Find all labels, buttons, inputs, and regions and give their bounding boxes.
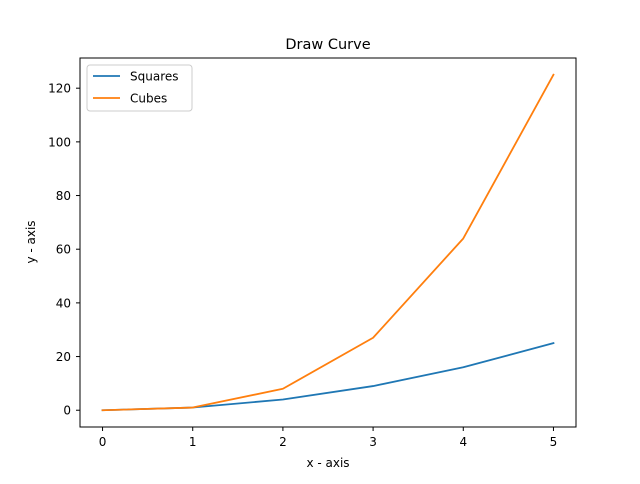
series-line-cubes — [101, 73, 555, 412]
x-tick-label: 1 — [189, 435, 197, 449]
series-line-squares — [101, 342, 555, 412]
x-axis-label: x - axis — [306, 456, 349, 470]
y-tick-label: 20 — [56, 350, 71, 364]
y-tick-label: 60 — [56, 243, 71, 257]
axes-ticks: 0 1 2 3 4 5 0 20 40 60 80 100 120 — [48, 82, 557, 449]
plot-frame — [79, 57, 577, 428]
y-tick-label: 80 — [56, 189, 71, 203]
legend-label: Cubes — [130, 92, 167, 106]
y-tick-label: 40 — [56, 296, 71, 310]
x-tick-label: 2 — [279, 435, 287, 449]
y-axis-label: y - axis — [24, 220, 38, 263]
y-tick-label: 100 — [48, 135, 71, 149]
x-tick-label: 3 — [369, 435, 377, 449]
series-lines — [101, 73, 555, 412]
y-tick-label: 0 — [63, 404, 71, 418]
x-tick-label: 5 — [550, 435, 558, 449]
legend: Squares Cubes — [86, 64, 193, 112]
x-tick-label: 0 — [99, 435, 107, 449]
legend-label: Squares — [130, 70, 179, 84]
x-tick-label: 4 — [459, 435, 467, 449]
chart-title: Draw Curve — [285, 37, 370, 53]
y-tick-label: 120 — [48, 82, 71, 96]
